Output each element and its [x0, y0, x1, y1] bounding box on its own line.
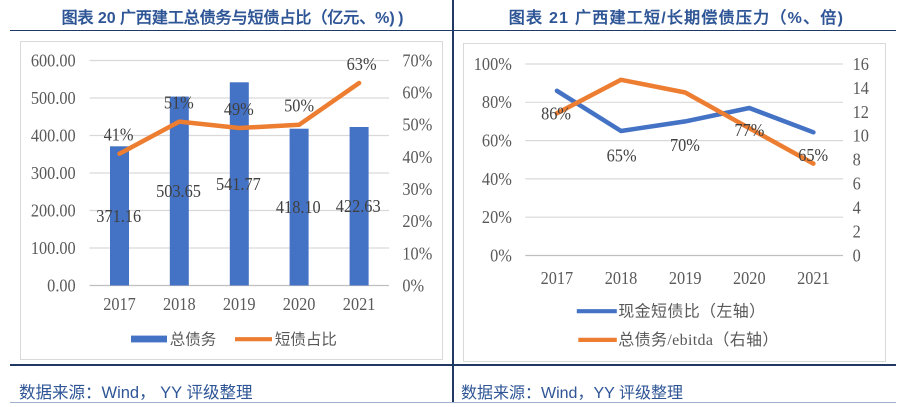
- svg-text:63%: 63%: [347, 54, 377, 74]
- svg-text:2017: 2017: [103, 294, 136, 314]
- svg-text:8: 8: [853, 150, 861, 170]
- svg-text:12: 12: [853, 102, 869, 122]
- svg-text:2020: 2020: [283, 294, 316, 314]
- svg-text:2019: 2019: [669, 269, 702, 289]
- svg-text:371.16: 371.16: [96, 206, 141, 226]
- svg-text:60%: 60%: [402, 83, 432, 103]
- svg-text:2019: 2019: [223, 294, 256, 314]
- svg-text:500.00: 500.00: [31, 88, 76, 108]
- svg-text:541.77: 541.77: [216, 174, 261, 194]
- svg-text:16: 16: [853, 54, 869, 74]
- svg-text:60%: 60%: [482, 131, 512, 151]
- svg-text:总债务: 总债务: [170, 330, 217, 348]
- svg-text:70%: 70%: [402, 51, 432, 71]
- svg-text:70%: 70%: [670, 135, 700, 155]
- svg-text:50%: 50%: [284, 96, 314, 116]
- svg-text:2: 2: [853, 222, 861, 242]
- svg-text:600.00: 600.00: [31, 51, 76, 71]
- svg-text:41%: 41%: [104, 125, 134, 145]
- svg-text:2020: 2020: [733, 269, 766, 289]
- svg-text:418.10: 418.10: [276, 198, 321, 218]
- svg-text:0: 0: [853, 246, 861, 266]
- svg-text:20%: 20%: [482, 208, 512, 228]
- svg-text:总债务/ebitda（右轴）: 总债务/ebitda（右轴）: [618, 331, 778, 349]
- svg-text:65%: 65%: [607, 146, 637, 166]
- svg-text:4: 4: [853, 198, 862, 218]
- svg-text:80%: 80%: [482, 93, 512, 113]
- svg-text:50%: 50%: [402, 115, 432, 135]
- svg-text:100%: 100%: [474, 54, 512, 74]
- svg-text:2018: 2018: [163, 294, 196, 314]
- svg-text:300.00: 300.00: [31, 163, 76, 183]
- svg-text:10: 10: [853, 126, 869, 146]
- svg-text:2018: 2018: [605, 269, 638, 289]
- svg-text:0%: 0%: [490, 246, 512, 266]
- svg-text:40%: 40%: [402, 147, 432, 167]
- svg-text:77%: 77%: [734, 120, 764, 140]
- svg-text:30%: 30%: [402, 180, 432, 200]
- svg-text:51%: 51%: [164, 93, 194, 113]
- svg-text:2017: 2017: [541, 269, 574, 289]
- svg-text:200.00: 200.00: [31, 201, 76, 221]
- svg-text:10%: 10%: [402, 244, 432, 264]
- svg-text:6: 6: [853, 174, 861, 194]
- svg-text:0%: 0%: [402, 276, 424, 296]
- svg-text:100.00: 100.00: [31, 238, 76, 258]
- svg-text:20%: 20%: [402, 212, 432, 232]
- svg-text:503.65: 503.65: [156, 182, 201, 202]
- svg-text:0.00: 0.00: [47, 276, 76, 296]
- svg-text:40%: 40%: [482, 169, 512, 189]
- svg-text:2021: 2021: [343, 294, 376, 314]
- svg-text:短债占比: 短债占比: [275, 330, 337, 348]
- svg-text:65%: 65%: [798, 145, 828, 165]
- svg-text:422.63: 422.63: [336, 197, 381, 217]
- svg-text:86%: 86%: [541, 104, 571, 124]
- svg-text:现金短债比（左轴）: 现金短债比（左轴）: [618, 302, 765, 320]
- svg-text:2021: 2021: [797, 269, 830, 289]
- svg-text:400.00: 400.00: [31, 126, 76, 146]
- svg-text:14: 14: [853, 78, 870, 98]
- svg-text:49%: 49%: [224, 99, 254, 119]
